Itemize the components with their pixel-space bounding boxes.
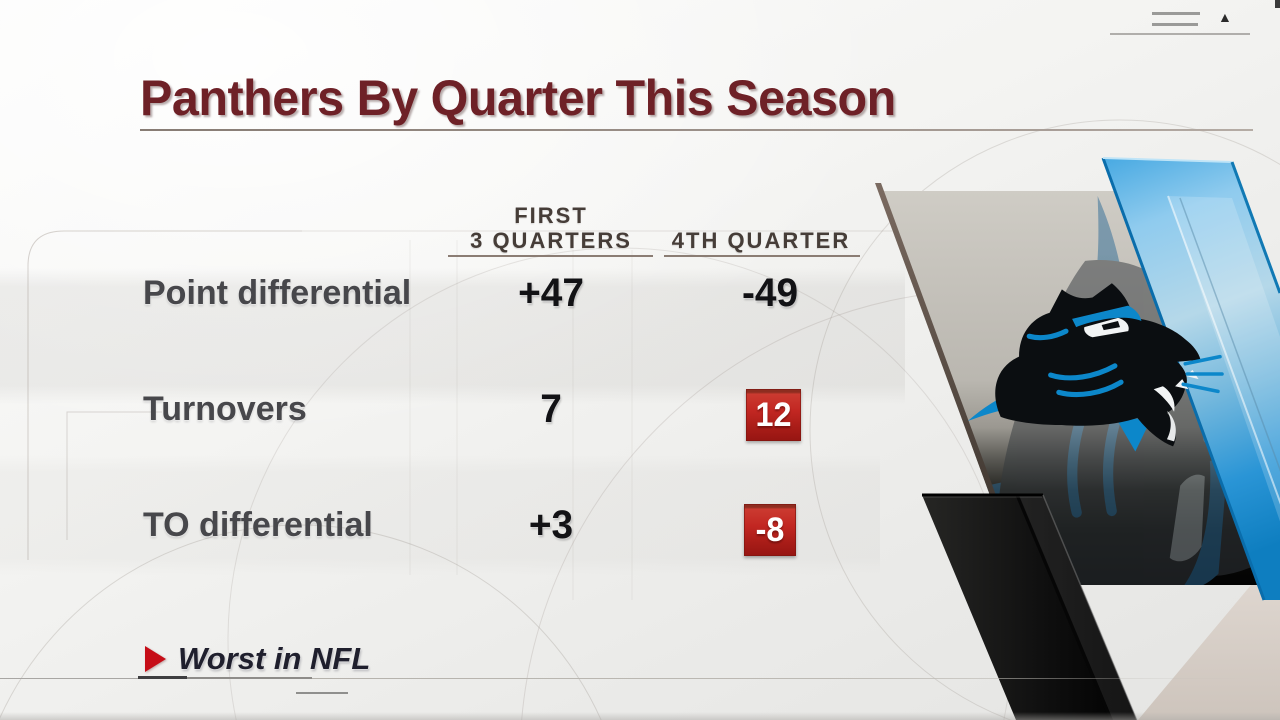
column-header-line2: 3 QUARTERS (470, 227, 632, 253)
cell-first3-to-differential: +3 (528, 503, 574, 547)
background-band (0, 455, 880, 575)
corner-tick (1275, 0, 1280, 8)
footer-tick (296, 692, 348, 694)
row-label: Turnovers (143, 390, 307, 428)
footer-rule-mid (187, 677, 312, 679)
menu-line-icon (1152, 23, 1198, 26)
footnote-triangle-icon (145, 646, 166, 672)
column-underline (448, 255, 653, 257)
title-underline (140, 129, 1253, 131)
column-header-first-3-quarters: FIRST 3 QUARTERS (448, 203, 654, 253)
footnote-text: Worst in NFL (178, 641, 371, 676)
background-band (0, 268, 905, 404)
column-header-line1: FIRST (514, 203, 588, 228)
cell-first3-turnovers: 7 (540, 387, 562, 431)
page-title: Panthers By Quarter This Season (140, 70, 896, 126)
column-header-4th-quarter: 4TH QUARTER (671, 228, 851, 253)
footer-rule-light (312, 678, 1253, 679)
highlight-box-turnovers: 12 (746, 389, 801, 441)
footer-rule-dark (138, 676, 187, 679)
column-underline (664, 255, 860, 257)
black-band (922, 493, 1138, 720)
blue-band (1101, 157, 1280, 601)
row-label: TO differential (143, 506, 373, 544)
panel-border (875, 183, 1029, 585)
cell-first3-point-differential: +47 (518, 271, 584, 315)
row-label: Point differential (143, 274, 412, 312)
footer-rule (0, 678, 138, 679)
cell-4th-turnovers: 12 (755, 396, 792, 434)
divider-line (1110, 33, 1250, 35)
cell-4th-to-differential: -8 (755, 511, 785, 549)
collapse-triangle-icon: ▲ (1218, 9, 1232, 25)
beige-corner-shape (1138, 585, 1280, 720)
highlight-box-to-differential: -8 (744, 504, 796, 556)
cell-4th-point-differential: -49 (741, 271, 799, 315)
bottom-edge-band (0, 712, 1280, 720)
menu-line-icon (1152, 12, 1200, 15)
